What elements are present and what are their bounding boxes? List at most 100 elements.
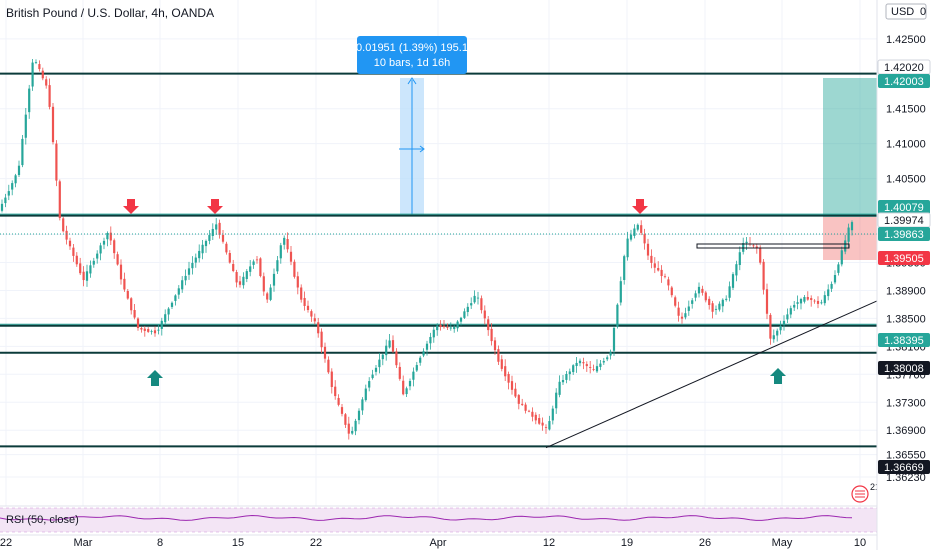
price-axis[interactable] [876,0,932,550]
candle-body [670,287,673,296]
candle-body [830,283,833,289]
price-tag [878,200,930,214]
candle-body [130,298,133,311]
candle-body [531,411,534,417]
candle-body [847,227,850,242]
candle-body [218,222,221,235]
candle-body [500,359,503,369]
candle-body [810,298,813,300]
candle-body [286,239,289,250]
candle-body [786,314,789,320]
candle-body [119,264,123,280]
red-arrow-down-icon [207,199,223,214]
candle-body [704,292,707,301]
candle-body [480,298,483,311]
candle-body [820,302,823,304]
price-tag-label: 1.38395 [884,335,924,347]
rsi-band [0,508,877,532]
candle-body [803,297,806,302]
candle-body [11,183,14,190]
candle-body [517,395,520,404]
price-tick-label: 1.40500 [886,174,926,186]
candle-body [718,303,721,310]
currency-selector[interactable]: USD 0 [885,3,927,20]
candle-body [742,243,745,252]
indicator-badge[interactable]: 21 [851,482,880,503]
candle-body [194,257,197,263]
measure-arrow-head-icon [407,77,417,85]
candle-body [425,343,429,350]
candle-body [201,244,204,254]
candle-body [136,318,140,329]
candle-body [31,62,34,87]
candle-body [568,371,571,375]
candle-body [374,367,378,372]
candle-body [677,307,680,316]
consolidation-box[interactable] [696,243,850,249]
candle-body [745,241,748,244]
candle-body [504,366,507,377]
time-tick-label: Mar [74,537,93,549]
candle-body [385,345,388,356]
candle-body [133,310,136,318]
candle-body [41,70,44,79]
candle-body [643,234,646,244]
candle-body [575,362,578,367]
candle-body [371,374,374,379]
candle-body [650,255,653,263]
measure-box[interactable] [399,77,425,216]
candle-body [17,165,21,176]
candle-body [487,319,490,331]
candle-body [191,262,194,269]
candle-body [157,329,160,331]
candle-body [181,280,184,290]
candle-body [388,340,391,348]
candle-body [663,276,667,278]
candle-body [697,286,701,294]
candle-body [813,300,816,302]
candle-body [296,276,299,288]
currency-label: USD [891,6,914,18]
price-tag-label: 1.39863 [884,229,924,241]
candle-body [293,261,296,277]
candle-body [674,297,677,306]
candle-body [599,363,602,367]
price-tick-label: 1.41500 [886,104,926,116]
candle-body [684,313,687,318]
candle-body [524,404,527,411]
candle-body [351,430,354,434]
candle-body [123,278,126,290]
rsi-pane[interactable]: RSI (50, close) [0,507,877,533]
measure-tooltip-line1: 0.01951 (1.39%) 195.1 [356,42,468,54]
candle-body [140,328,143,330]
long-position-tool[interactable] [823,78,877,260]
trendline[interactable] [545,300,878,449]
candle-body [344,414,347,425]
candle-body [300,287,303,300]
candle-body [51,106,55,143]
candle-body [422,351,425,356]
candle-body [340,407,344,414]
candle-body [391,340,395,352]
price-tick-label: 1.36900 [886,425,926,437]
candle-body [204,240,208,247]
time-tick-label: 26 [699,537,711,549]
candle-body [653,263,656,268]
candle-body [34,62,38,63]
price-tag [878,333,930,347]
candle-body [708,298,711,306]
candle-body [555,392,558,409]
price-tag-label: 1.42003 [884,76,924,88]
candle-body [357,410,361,421]
candle-body [378,359,381,368]
candle-body [187,268,191,275]
candle-body [310,311,313,317]
candle-body [75,255,78,265]
candle-body [405,388,408,395]
candle-body [595,366,599,372]
candle-body [272,273,276,286]
candle-body [619,281,622,303]
candle-body [330,371,333,387]
candle-body [514,388,517,397]
